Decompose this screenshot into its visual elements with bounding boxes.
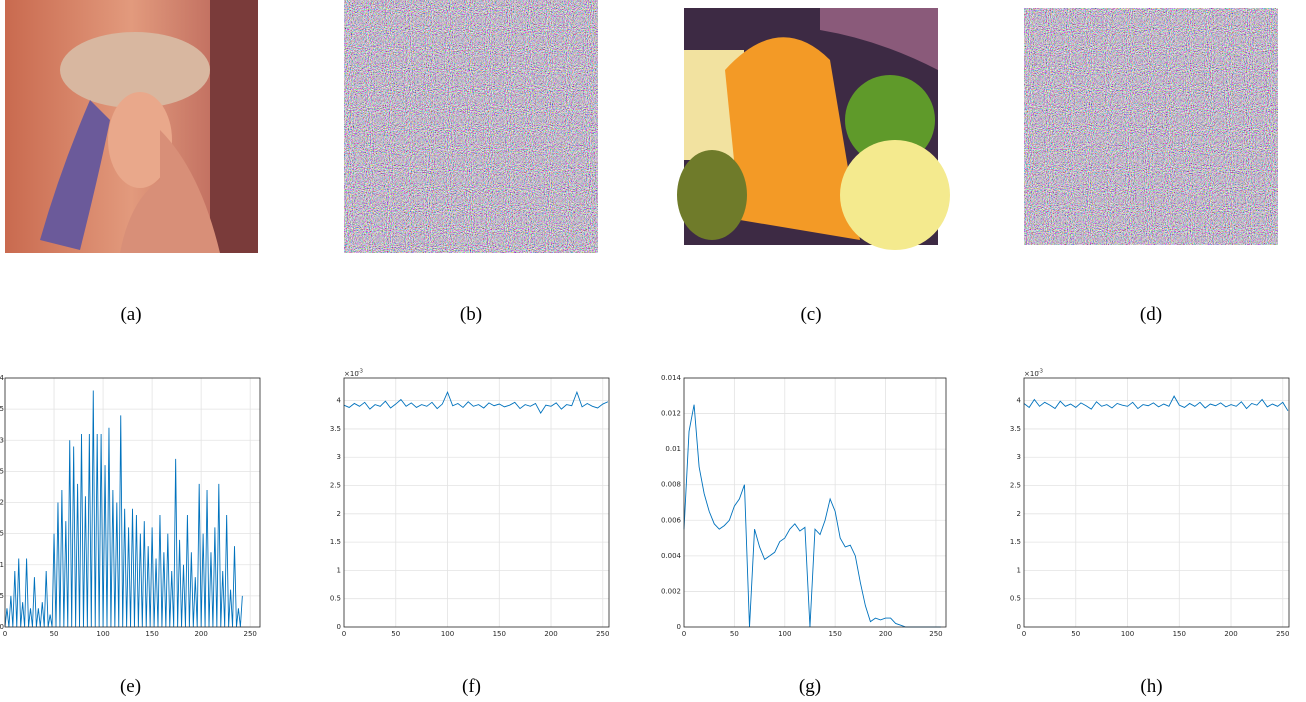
- x-tick-label: 100: [441, 630, 454, 638]
- y-tick-label: 1.5: [1010, 538, 1021, 546]
- x-tick-label: 0: [1022, 630, 1026, 638]
- y-tick-label: 1: [337, 566, 341, 574]
- y-tick-label: 4: [1017, 397, 1022, 405]
- y-tick-label: 2: [1017, 510, 1021, 518]
- y-tick-label: 2: [0, 499, 4, 507]
- plot-area: [1024, 378, 1289, 627]
- y-tick-label: 5: [0, 592, 4, 600]
- y-tick-label: 5: [0, 467, 4, 475]
- y-tick-label: 3.5: [330, 425, 341, 433]
- y-tick-label: 0.008: [661, 481, 681, 489]
- y-tick-label: 0.01: [665, 445, 681, 453]
- y-tick-label: 2: [337, 510, 341, 518]
- x-tick-label: 200: [544, 630, 557, 638]
- image-lena: [5, 0, 258, 253]
- y-tick-label: 0.014: [661, 374, 682, 382]
- caption: (e): [120, 676, 141, 697]
- data-line: [1023, 395, 1289, 412]
- x-tick-label: 150: [828, 630, 841, 638]
- x-tick-label: 250: [929, 630, 942, 638]
- axes-box: [4, 377, 261, 628]
- x-tick-label: 200: [879, 630, 892, 638]
- y-tick-label: 0: [1017, 623, 1021, 631]
- axes-box: [1023, 377, 1290, 628]
- x-tick-label: 0: [3, 630, 7, 638]
- x-tick-label: 200: [1224, 630, 1237, 638]
- y-tick-label: 0: [0, 623, 4, 631]
- y-tick-label: 2.5: [1010, 482, 1021, 490]
- y-tick-label: 2.5: [330, 482, 341, 490]
- y-tick-label: 4: [0, 374, 5, 382]
- data-line: [683, 404, 941, 628]
- y-scale-base: ×10: [1024, 370, 1039, 378]
- caption: (g): [799, 676, 821, 697]
- image-cipher-fruits: [1024, 8, 1278, 245]
- plot-area: [684, 378, 946, 627]
- x-tick-label: 100: [778, 630, 791, 638]
- caption: (b): [460, 304, 482, 325]
- caption: (f): [462, 676, 481, 697]
- y-tick-label: 1: [1017, 566, 1021, 574]
- x-tick-label: 250: [1276, 630, 1289, 638]
- x-tick-label: 250: [244, 630, 257, 638]
- x-tick-label: 50: [50, 630, 59, 638]
- x-tick-label: 0: [342, 630, 346, 638]
- x-tick-label: 50: [730, 630, 739, 638]
- image-fruits: [677, 8, 950, 250]
- caption: (h): [1140, 676, 1162, 697]
- data-line: [343, 390, 609, 414]
- y-tick-label: 0.5: [1010, 595, 1021, 603]
- y-tick-label: 1.5: [330, 538, 341, 546]
- x-tick-label: 0: [682, 630, 686, 638]
- caption: (a): [120, 304, 141, 325]
- y-tick-label: 1: [0, 561, 4, 569]
- y-tick-label: 0: [677, 623, 681, 631]
- y-tick-label: 3: [337, 453, 341, 461]
- x-tick-label: 50: [391, 630, 400, 638]
- caption: (c): [800, 304, 821, 325]
- y-tick-label: 3: [0, 436, 4, 444]
- y-tick-label: 4: [337, 397, 342, 405]
- y-tick-label: 5: [0, 530, 4, 538]
- y-tick-label: 0.004: [661, 552, 682, 560]
- y-scale-exponent: -3: [1038, 369, 1043, 375]
- caption: (d): [1140, 304, 1162, 325]
- x-tick-label: 150: [145, 630, 158, 638]
- y-tick-label: 0.5: [330, 595, 341, 603]
- y-tick-label: 3.5: [1010, 425, 1021, 433]
- x-tick-label: 50: [1071, 630, 1080, 638]
- y-tick-label: 3: [1017, 453, 1021, 461]
- y-scale-base: ×10: [344, 370, 359, 378]
- x-tick-label: 150: [1173, 630, 1186, 638]
- plot-area: [344, 378, 609, 627]
- x-tick-label: 100: [1121, 630, 1134, 638]
- y-tick-label: 5: [0, 405, 4, 413]
- x-tick-label: 250: [596, 630, 609, 638]
- x-tick-label: 150: [493, 630, 506, 638]
- y-scale-exponent: -3: [358, 369, 363, 375]
- y-tick-label: 0: [337, 623, 341, 631]
- y-tick-label: 0.012: [661, 410, 681, 418]
- image-cipher-lena: [344, 0, 598, 253]
- y-tick-label: 0.002: [661, 587, 681, 595]
- data-line: [4, 390, 243, 628]
- x-tick-label: 200: [194, 630, 207, 638]
- axes-box: [683, 377, 947, 628]
- axes-box: [343, 377, 610, 628]
- x-tick-label: 100: [96, 630, 109, 638]
- y-tick-label: 0.006: [661, 516, 682, 524]
